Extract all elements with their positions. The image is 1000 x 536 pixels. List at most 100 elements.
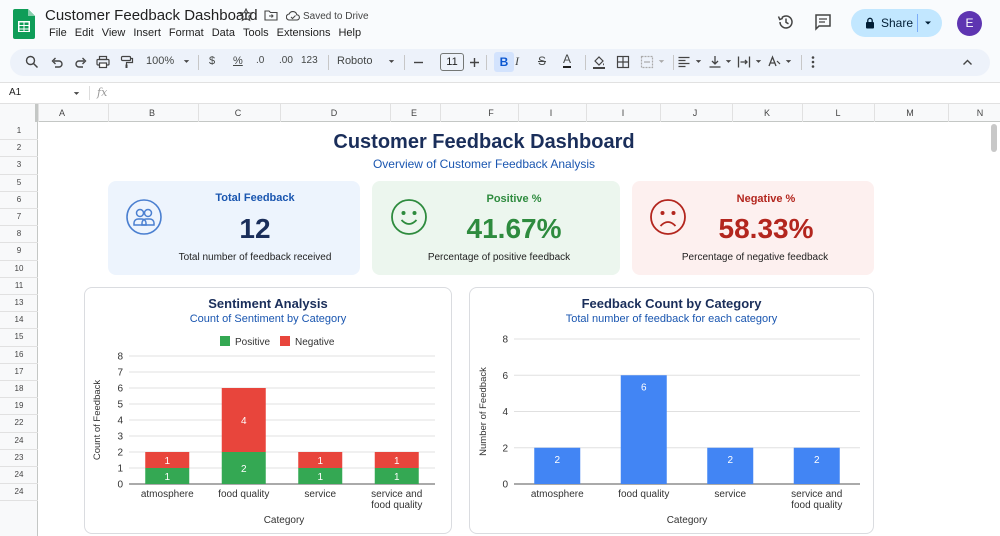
star-icon[interactable] bbox=[239, 8, 253, 22]
chevron-down-icon[interactable] bbox=[694, 57, 703, 66]
row-header[interactable]: 13 bbox=[14, 298, 24, 307]
text-wrapping-icon[interactable] bbox=[737, 55, 751, 69]
paint-format-icon[interactable] bbox=[120, 55, 134, 69]
vertical-scrollbar[interactable] bbox=[991, 124, 997, 152]
text-rotation-icon[interactable] bbox=[767, 55, 781, 69]
bold-button[interactable]: B bbox=[494, 52, 514, 72]
increase-font-size-icon[interactable] bbox=[469, 57, 480, 68]
version-history-icon[interactable] bbox=[777, 13, 795, 31]
column-divider[interactable] bbox=[874, 104, 875, 122]
row-header[interactable]: 7 bbox=[16, 212, 22, 221]
column-header[interactable]: A bbox=[58, 108, 65, 118]
zoom-select[interactable]: 100% bbox=[146, 55, 175, 67]
vertical-align-icon[interactable] bbox=[708, 55, 722, 69]
italic-button[interactable]: I bbox=[515, 54, 519, 68]
row-header[interactable]: 6 bbox=[16, 194, 22, 204]
row-header[interactable]: 8 bbox=[16, 229, 22, 239]
row-header[interactable]: 9 bbox=[16, 246, 22, 256]
column-header[interactable]: C bbox=[234, 108, 242, 118]
column-divider[interactable] bbox=[660, 104, 661, 122]
sheets-logo-icon[interactable] bbox=[13, 9, 35, 39]
horizontal-align-icon[interactable] bbox=[677, 55, 691, 69]
category-chart-card[interactable]: Feedback Count by Category Total number … bbox=[469, 287, 874, 534]
fill-color-icon[interactable] bbox=[592, 55, 606, 69]
menu-tools[interactable]: Tools bbox=[242, 27, 269, 39]
row-header[interactable]: 24 bbox=[14, 435, 24, 445]
column-divider[interactable] bbox=[390, 104, 391, 122]
chevron-down-icon[interactable] bbox=[923, 18, 933, 28]
chevron-down-icon[interactable] bbox=[724, 57, 733, 66]
percent-format-button[interactable]: % bbox=[233, 55, 243, 67]
column-divider[interactable] bbox=[38, 104, 39, 122]
column-header[interactable]: L bbox=[835, 108, 841, 118]
document-title[interactable]: Customer Feedback Dashboard bbox=[45, 7, 258, 24]
name-box[interactable]: A1 bbox=[9, 87, 22, 98]
print-icon[interactable] bbox=[96, 55, 110, 69]
font-size-input[interactable]: 11 bbox=[440, 53, 464, 71]
chevron-down-icon[interactable] bbox=[182, 57, 191, 66]
chevron-down-icon[interactable] bbox=[72, 89, 81, 98]
chevron-down-icon[interactable] bbox=[657, 57, 666, 66]
row-header[interactable]: 19 bbox=[14, 401, 24, 411]
chevron-up-icon[interactable] bbox=[962, 57, 973, 68]
sentiment-chart-card[interactable]: Sentiment Analysis Count of Sentiment by… bbox=[84, 287, 452, 534]
column-divider[interactable] bbox=[732, 104, 733, 122]
menu-format[interactable]: Format bbox=[168, 27, 204, 39]
column-header[interactable]: D bbox=[330, 108, 338, 118]
column-divider[interactable] bbox=[280, 104, 281, 122]
column-header[interactable]: K bbox=[763, 108, 770, 118]
borders-icon[interactable] bbox=[616, 55, 630, 69]
comments-icon[interactable] bbox=[814, 13, 832, 31]
row-header[interactable]: 24 bbox=[14, 487, 24, 497]
undo-icon[interactable] bbox=[50, 55, 64, 69]
column-divider[interactable] bbox=[108, 104, 109, 122]
row-header[interactable]: 11 bbox=[14, 280, 24, 290]
more-formats-button[interactable]: 123 bbox=[301, 55, 318, 66]
text-color-button[interactable]: A bbox=[563, 52, 572, 68]
column-header[interactable]: I bbox=[549, 108, 553, 118]
column-divider[interactable] bbox=[198, 104, 199, 122]
menu-insert[interactable]: Insert bbox=[133, 27, 161, 39]
cloud-saved-icon[interactable] bbox=[286, 10, 300, 21]
column-divider[interactable] bbox=[948, 104, 949, 122]
row-header[interactable]: 17 bbox=[14, 366, 24, 376]
column-divider[interactable] bbox=[586, 104, 587, 122]
increase-decimal-button[interactable]: .00 bbox=[279, 55, 293, 66]
row-header[interactable]: 2 bbox=[16, 143, 22, 153]
column-header[interactable]: I bbox=[621, 108, 625, 118]
row-header[interactable]: 1 bbox=[16, 126, 22, 135]
row-header[interactable]: 5 bbox=[16, 177, 22, 187]
search-menus-icon[interactable] bbox=[25, 55, 39, 69]
chevron-down-icon[interactable] bbox=[784, 57, 793, 66]
column-header[interactable]: B bbox=[148, 108, 155, 118]
chevron-down-icon[interactable] bbox=[754, 57, 763, 66]
column-divider[interactable] bbox=[440, 104, 441, 122]
column-divider[interactable] bbox=[518, 104, 519, 122]
column-header[interactable]: J bbox=[692, 108, 698, 118]
column-header[interactable]: N bbox=[976, 108, 984, 118]
row-header[interactable]: 10 bbox=[14, 263, 24, 273]
share-button[interactable]: Share bbox=[851, 9, 942, 37]
row-header[interactable]: 24 bbox=[14, 470, 24, 479]
decrease-decimal-button[interactable]: .0 bbox=[256, 55, 265, 66]
row-header[interactable]: 22 bbox=[14, 418, 24, 428]
redo-icon[interactable] bbox=[74, 55, 88, 69]
strikethrough-button[interactable]: S bbox=[538, 54, 547, 68]
row-header[interactable]: 15 bbox=[14, 332, 24, 342]
column-header[interactable]: F bbox=[488, 108, 494, 118]
row-header[interactable]: 23 bbox=[14, 452, 24, 462]
currency-format-button[interactable]: $ bbox=[209, 55, 216, 67]
move-folder-icon[interactable] bbox=[264, 8, 278, 22]
menu-extensions[interactable]: Extensions bbox=[276, 27, 331, 39]
row-header[interactable]: 18 bbox=[14, 384, 24, 393]
menu-file[interactable]: File bbox=[49, 27, 67, 39]
menu-help[interactable]: Help bbox=[338, 27, 362, 39]
merge-cells-icon[interactable] bbox=[640, 55, 654, 69]
avatar[interactable]: E bbox=[957, 11, 982, 36]
menu-view[interactable]: View bbox=[101, 27, 126, 39]
row-header[interactable]: 3 bbox=[16, 160, 22, 170]
font-select[interactable]: Roboto bbox=[337, 55, 373, 67]
menu-data[interactable]: Data bbox=[211, 27, 235, 39]
chevron-down-icon[interactable] bbox=[387, 57, 396, 66]
decrease-font-size-icon[interactable] bbox=[413, 57, 424, 68]
